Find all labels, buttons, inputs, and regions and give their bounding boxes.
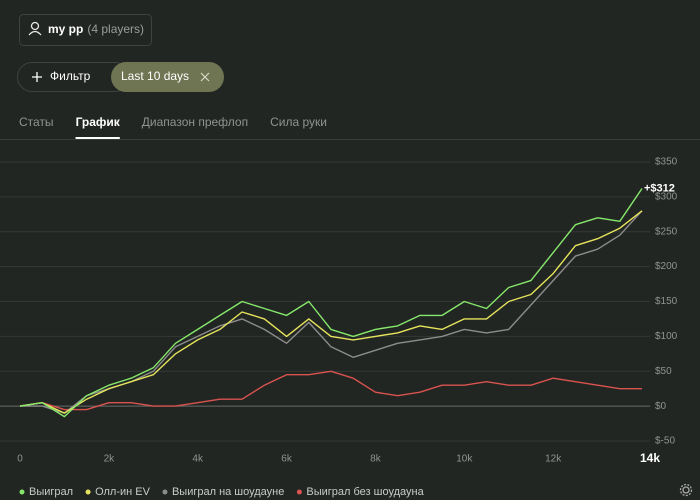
x-tick-label: 10k [456, 454, 473, 465]
tab[interactable]: График [76, 115, 121, 129]
chip-label: Last 10 days [121, 69, 189, 83]
y-tick-label: $0 [655, 401, 667, 412]
chip-close[interactable] [200, 72, 210, 82]
x-tick-label: 14k [640, 451, 660, 465]
y-tick-label: $200 [655, 261, 678, 272]
y-tick-label: $100 [655, 331, 678, 342]
series-line [19, 188, 643, 418]
player-name: my pp [48, 22, 83, 36]
tab[interactable]: Сила руки [270, 115, 327, 129]
player-label: my pp (4 players) [48, 22, 144, 36]
player-selector[interactable] [19, 14, 152, 46]
legend-dot [162, 489, 168, 495]
plus-icon [32, 72, 42, 82]
series-line [19, 370, 642, 411]
legend-dot [19, 489, 25, 495]
end-label: +$312 [644, 182, 675, 194]
legend-label[interactable]: Выиграл на шоудауне [172, 486, 284, 498]
x-tick-label: 4k [192, 454, 204, 465]
settings-icon[interactable] [679, 483, 693, 497]
y-tick-label: $50 [655, 366, 672, 377]
y-tick-label: $250 [655, 226, 678, 237]
y-tick-label: $300 [655, 191, 678, 202]
x-tick-label: 2k [104, 454, 116, 465]
filter-label: Фильтр [50, 69, 91, 83]
y-tick-label: $-50 [655, 436, 675, 447]
x-tick-label: 0 [17, 454, 23, 465]
player-count: (4 players) [87, 22, 144, 36]
y-tick-label: $350 [655, 157, 678, 168]
x-tick-label: 8k [370, 454, 382, 465]
tab[interactable]: Диапазон префлоп [142, 115, 248, 129]
legend-dot [296, 489, 302, 495]
series-line [19, 210, 643, 414]
legend-label[interactable]: Олл-ин EV [95, 486, 151, 498]
x-tick-label: 6k [281, 454, 293, 465]
legend-dot [85, 489, 91, 495]
legend-label[interactable]: Выиграл без шоудауна [306, 486, 424, 498]
date-chip[interactable] [111, 62, 224, 92]
x-tick-label: 12k [545, 454, 562, 465]
tab[interactable]: Статы [19, 115, 54, 129]
legend-label[interactable]: Выиграл [29, 486, 73, 498]
y-tick-label: $150 [655, 296, 678, 307]
user-icon [28, 21, 42, 36]
